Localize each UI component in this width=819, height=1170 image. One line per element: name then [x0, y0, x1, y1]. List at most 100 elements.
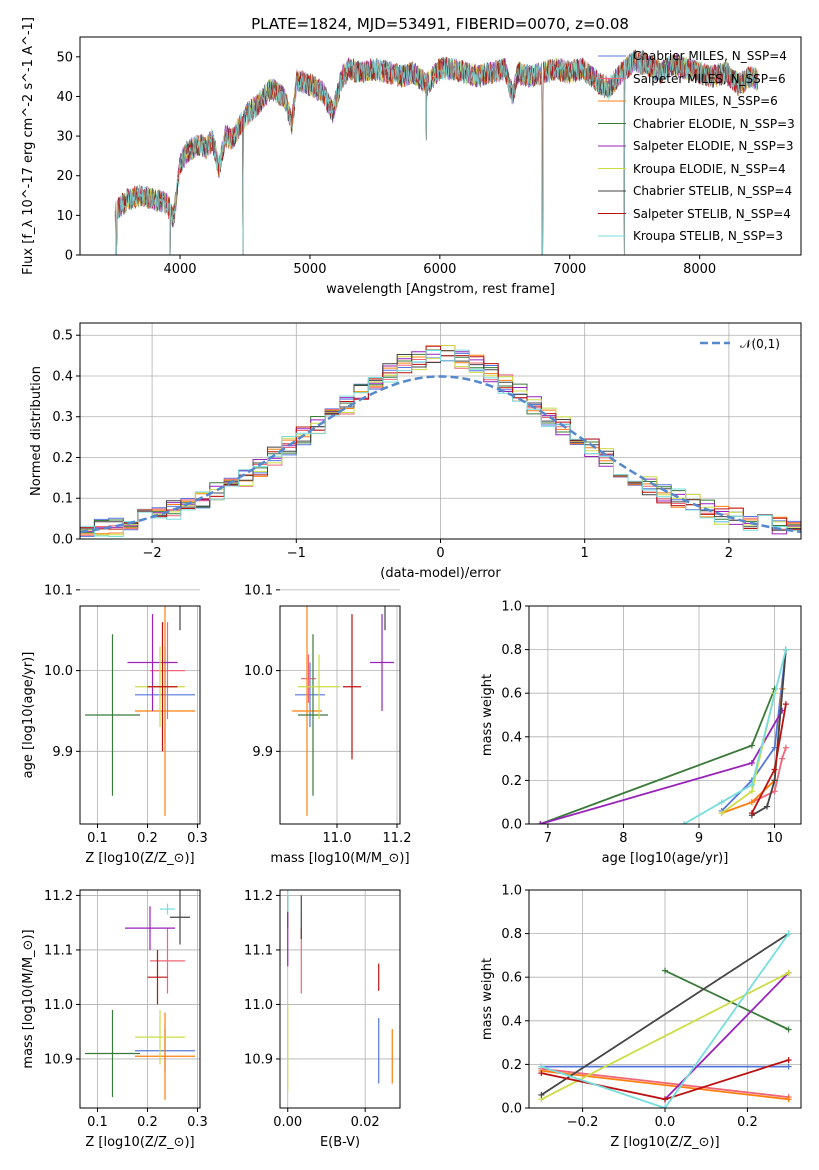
residual_hist-xlabel: (data-model)/error — [380, 566, 501, 581]
normal-curve — [80, 375, 801, 534]
hist-legend-label: 𝒩(0,1) — [740, 337, 780, 351]
figure-title: PLATE=1824, MJD=53491, FIBERID=0070, z=0… — [251, 15, 629, 33]
y-tick-label: 0.8 — [501, 643, 522, 658]
spectrum-panel: 4000 5000 6000 7000 8000 0 10 20 30 40 50 wavelengt… — [21, 17, 802, 297]
age_vs_Z-marks — [85, 606, 195, 816]
y-tick-label: 40 — [56, 90, 73, 105]
weight_vs_age-xlabel: age [log10(age/yr)] — [602, 851, 729, 866]
legend-entry-5: Kroupa ELODIE, N_SSP=4 — [633, 162, 786, 176]
legend-entry-0: Chabrier MILES, N_SSP=4 — [633, 49, 787, 63]
legend-entry-4: Salpeter ELODIE, N_SSP=3 — [633, 139, 794, 153]
x-tick-label: 8000 — [683, 262, 716, 277]
weight_vs_Z-xlabel: Z [log10(Z/Z_⊙)] — [610, 1135, 719, 1150]
age_vs_Z-frame — [79, 605, 201, 825]
mass_vs_Z-marks — [85, 890, 195, 1100]
x-tick-label: −1 — [287, 546, 306, 561]
series-line-1 — [541, 1067, 789, 1098]
y-tick-label: 0.0 — [501, 1102, 522, 1117]
age_vs_mass-frame — [279, 605, 401, 825]
series-line-3 — [539, 688, 776, 824]
series-line-6 — [540, 932, 790, 1096]
y-tick-label: 10.1 — [244, 583, 273, 598]
series-line-8 — [683, 649, 787, 824]
x-tick-label: 0.00 — [273, 1115, 302, 1130]
y-tick-label: 50 — [56, 50, 73, 65]
y-tick-label: 0.6 — [501, 687, 522, 702]
legend-entry-8: Kroupa STELIB, N_SSP=3 — [633, 229, 783, 243]
legend-entry-7: Salpeter STELIB, N_SSP=4 — [633, 207, 791, 221]
hist-legend: 𝒩(0,1) — [740, 337, 780, 351]
spectrum-frame — [79, 36, 802, 256]
y-tick-label: 0.1 — [52, 492, 73, 507]
y-tick-label: 0.4 — [501, 730, 522, 745]
legend-entry-3: Chabrier ELODIE, N_SSP=3 — [633, 117, 795, 131]
series-line-6 — [751, 649, 787, 817]
y-tick-label: 9.9 — [252, 745, 273, 760]
spectrum-line-8 — [114, 50, 759, 255]
spectrum-xlabel: wavelength [Angstrom, rest frame] — [326, 282, 555, 297]
y-tick-label: 10.0 — [44, 664, 73, 679]
age_vs_Z-xlabel: Z [log10(Z/Z_⊙)] — [85, 851, 194, 866]
age_vs_Z-ylabel: age [log10(age/yr)] — [21, 652, 36, 779]
mass_vs_Z-panel: 0.1 0.2 0.3 10.9 11.0 11.1 11.2 Z [log10(Z/Z_⊙)… — [21, 889, 208, 1150]
x-tick-label: 0.3 — [187, 831, 208, 846]
x-tick-label: −0.2 — [567, 1115, 599, 1130]
y-tick-label: 10.0 — [244, 664, 273, 679]
x-tick-label: 0.1 — [87, 1115, 108, 1130]
mass_vs_ebv-panel: 0.00 0.02 10.9 11.0 11.1 11.2 E(B-V) — [244, 889, 401, 1150]
y-tick-label: 11.0 — [44, 998, 73, 1013]
legend-entry-1: Salpeter MILES, N_SSP=6 — [633, 72, 786, 86]
age_vs_mass-xlabel: mass [log10(M/M_⊙)] — [270, 851, 409, 866]
residual_hist-marks — [80, 345, 801, 537]
y-tick-label: 0.6 — [501, 971, 522, 986]
y-tick-label: 1.0 — [501, 884, 522, 899]
x-tick-label: 0.2 — [137, 1115, 158, 1130]
mass_vs_Z-frame — [79, 889, 201, 1109]
y-tick-label: 0.5 — [52, 329, 73, 344]
x-tick-label: 1 — [581, 546, 589, 561]
y-tick-label: 0.0 — [52, 533, 73, 548]
x-tick-label: 7 — [544, 831, 552, 846]
legend-entry-2: Kroupa MILES, N_SSP=6 — [633, 94, 778, 108]
y-tick-label: 20 — [56, 169, 73, 184]
x-tick-label: 10 — [766, 831, 783, 846]
y-tick-label: 10.1 — [44, 583, 73, 598]
x-tick-label: 8 — [619, 831, 627, 846]
x-tick-label: 0 — [436, 546, 444, 561]
y-tick-label: 0.8 — [501, 927, 522, 942]
age_vs_mass-panel: 11.0 11.2 9.9 10.0 10.1 mass [log10(M/M_⊙)] — [244, 583, 412, 866]
spectrum-legend: Chabrier MILES, N_SSP=4 Salpeter MILES, … — [633, 49, 795, 243]
x-tick-label: 0.02 — [351, 1115, 380, 1130]
spectrum-marks — [114, 49, 759, 255]
plot-layer: 4000 5000 6000 7000 800001020304050wavelengt… — [21, 17, 802, 1150]
weight_vs_age-marks — [537, 646, 789, 824]
y-tick-label: 0 — [65, 249, 73, 264]
y-tick-label: 9.9 — [52, 745, 73, 760]
x-tick-label: 0.0 — [655, 1115, 676, 1130]
y-tick-label: 0.2 — [501, 1058, 522, 1073]
mass_vs_ebv-xlabel: E(B-V) — [320, 1135, 360, 1150]
series-line-1 — [751, 747, 787, 804]
legend-entry-6: Chabrier STELIB, N_SSP=4 — [633, 184, 792, 198]
mass_vs_Z-xlabel: Z [log10(Z/Z_⊙)] — [85, 1135, 194, 1150]
x-tick-label: 2 — [725, 546, 733, 561]
series-line-3 — [664, 969, 789, 1031]
residual_hist-panel: −2 −1 0 1 2 0.0 0.1 0.2 0.3 0.4 0.5 (data-model)/er… — [29, 322, 802, 581]
mass_vs_ebv-marks — [287, 890, 393, 1092]
y-tick-label: 10 — [56, 209, 73, 224]
weight_vs_age-frame — [528, 605, 802, 825]
y-tick-label: 0.3 — [52, 410, 73, 425]
series-line-4 — [540, 710, 783, 824]
mass_vs_Z-ylabel: mass [log10(M/M_⊙)] — [21, 929, 36, 1068]
x-tick-label: 0.1 — [87, 831, 108, 846]
weight_vs_Z-ylabel: mass weight — [480, 958, 495, 1040]
x-tick-label: 9 — [695, 831, 703, 846]
weight_vs_age-panel: 7 8 9 10 0.0 0.2 0.4 0.6 0.8 1.0 age [log10(age/yr… — [480, 600, 802, 866]
y-tick-label: 0.2 — [501, 774, 522, 789]
x-tick-label: 5000 — [293, 262, 326, 277]
residual_hist-ylabel: Normed distribution — [29, 366, 44, 496]
x-tick-label: 11.2 — [383, 831, 412, 846]
x-tick-label: 0.2 — [737, 1115, 758, 1130]
y-tick-label: 11.1 — [244, 943, 273, 958]
